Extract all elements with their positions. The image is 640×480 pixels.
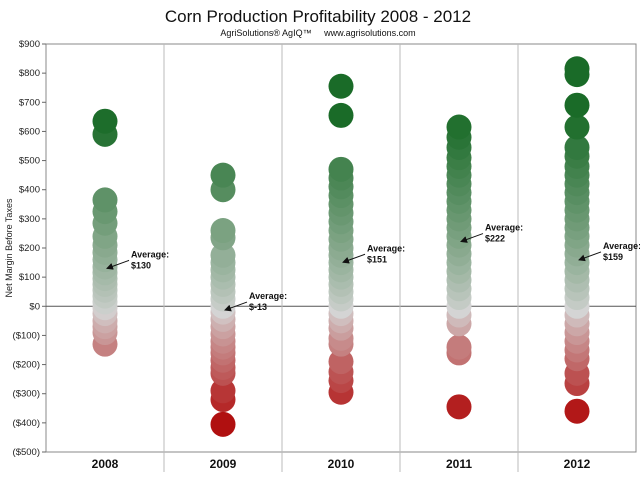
average-label: Average:: [131, 249, 169, 259]
data-point: [328, 73, 354, 99]
average-value: $130: [131, 260, 151, 270]
y-tick-label: ($500): [13, 447, 40, 458]
y-tick-label: ($100): [13, 330, 40, 341]
y-tick-label: $500: [19, 156, 40, 167]
y-tick-label: ($300): [13, 389, 40, 400]
average-label: Average:: [603, 241, 640, 251]
average-arrow: [224, 301, 248, 312]
average-arrow: [342, 253, 366, 264]
data-point: [446, 114, 472, 140]
y-tick-label: $300: [19, 214, 40, 225]
y-tick-label: ($200): [13, 360, 40, 371]
y-tick-label: $0: [29, 301, 40, 312]
average-value: $222: [485, 234, 505, 244]
data-point: [564, 92, 590, 118]
data-point: [210, 162, 236, 188]
data-point: [328, 102, 354, 128]
x-category-label: 2010: [328, 457, 355, 471]
y-tick-label: $900: [19, 39, 40, 50]
average-value: $-13: [249, 302, 267, 312]
y-tick-label: $700: [19, 97, 40, 108]
x-category-label: 2012: [564, 457, 591, 471]
y-tick-label: $600: [19, 126, 40, 137]
average-arrow: [460, 233, 484, 243]
y-tick-label: $100: [19, 272, 40, 283]
x-category-label: 2011: [446, 457, 472, 471]
data-point: [210, 378, 236, 404]
data-point: [210, 411, 236, 437]
average-label: Average:: [485, 223, 523, 233]
average-arrow: [578, 251, 602, 262]
x-category-label: 2008: [92, 457, 119, 471]
average-label: Average:: [367, 243, 405, 253]
y-tick-label: ($400): [13, 418, 40, 429]
y-tick-label: $400: [19, 185, 40, 196]
data-point: [210, 242, 236, 268]
data-point: [446, 334, 472, 360]
x-category-label: 2009: [210, 457, 237, 471]
data-point: [92, 187, 118, 213]
y-tick-label: $200: [19, 243, 40, 254]
data-point: [564, 114, 590, 140]
y-axis-label: Net Margin Before Taxes: [4, 198, 14, 297]
average-value: $151: [367, 254, 387, 264]
data-point: [446, 394, 472, 420]
y-tick-label: $800: [19, 68, 40, 79]
data-point: [564, 398, 590, 424]
average-arrow: [106, 259, 130, 270]
data-point: [92, 108, 118, 134]
average-value: $159: [603, 252, 623, 262]
data-point: [210, 218, 236, 244]
plot-area: $900 $800 $700 $600 $500 $400 $300 $200 $100 $0 ($…: [13, 39, 640, 472]
chart-title: Corn Production Profitability 2008 - 201…: [165, 7, 471, 26]
data-point: [328, 156, 354, 182]
data-point: [564, 134, 590, 160]
data-point: [328, 349, 354, 375]
data-point: [564, 56, 590, 82]
average-label: Average:: [249, 291, 287, 301]
chart-subtitle: AgriSolutions® AgIQ™ www.agrisolutions.c…: [220, 28, 415, 38]
